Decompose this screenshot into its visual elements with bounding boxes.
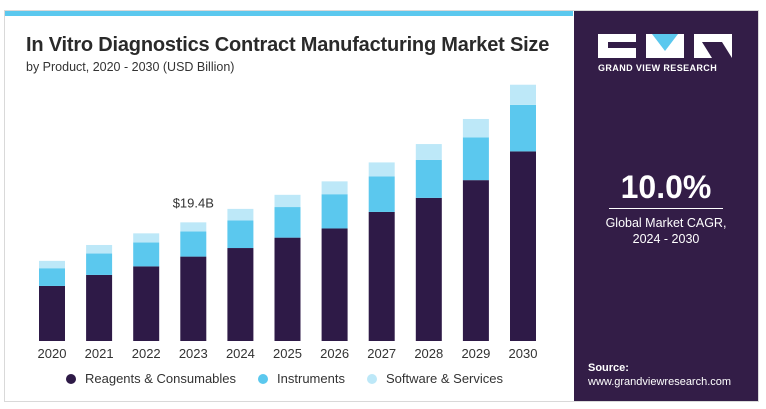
bar-2026-series-1 [321, 194, 348, 229]
grand-view-research-logo-icon [598, 34, 732, 58]
chart-subtitle: by Product, 2020 - 2030 (USD Billion) [26, 60, 235, 74]
x-tick-label: 2025 [273, 346, 302, 361]
x-tick-label: 2020 [38, 346, 67, 361]
x-tick-label: 2029 [461, 346, 490, 361]
bar-2030-series-2 [510, 84, 536, 105]
bar-2030-series-0 [510, 151, 536, 341]
accent-bar [5, 11, 573, 16]
bar-2025-series-0 [274, 237, 301, 341]
source-url: www.grandviewresearch.com [588, 376, 732, 388]
bar-2030-series-1 [510, 104, 536, 152]
bar-2020-series-1 [39, 268, 65, 286]
bar-2020-series-0 [39, 285, 65, 341]
legend-label-reagents: Reagents & Consumables [85, 371, 237, 386]
bar-2023-series-0 [180, 256, 207, 341]
cagr-value: 10.0% [620, 169, 712, 205]
bar-2023-series-1 [180, 231, 207, 257]
bar-2029-series-2 [462, 118, 489, 138]
legend-item-software: Software & Services [366, 371, 503, 386]
bar-2029-series-1 [462, 137, 489, 181]
data-label-2023: $19.4B [173, 195, 214, 210]
bar-2029-series-0 [462, 180, 489, 341]
x-tick-label: 2022 [132, 346, 161, 361]
x-tick-label: 2023 [179, 346, 208, 361]
brand-name: GRAND VIEW RESEARCH [598, 63, 718, 73]
chart-title: In Vitro Diagnostics Contract Manufactur… [26, 34, 550, 56]
bar-2026-series-0 [321, 228, 348, 341]
legend-swatch-software [366, 373, 377, 384]
brand-panel: GRAND VIEW RESEARCH 10.0% Global Market … [574, 11, 758, 401]
x-tick-label: 2030 [509, 346, 538, 361]
bar-2024-series-1 [227, 220, 254, 249]
bar-2024-series-0 [227, 248, 254, 341]
x-tick-label: 2027 [367, 346, 396, 361]
cagr-label-line2: 2024 - 2030 [632, 232, 700, 246]
bar-2028-series-0 [415, 197, 442, 341]
bar-2021-series-2 [86, 244, 113, 254]
legend-swatch-instruments [258, 373, 269, 384]
bar-2021-series-1 [86, 253, 113, 275]
x-tick-label: 2021 [85, 346, 114, 361]
cagr-divider [609, 208, 723, 209]
bar-2027-series-2 [368, 162, 395, 177]
bar-2022-series-2 [133, 233, 160, 243]
brand-logo: GRAND VIEW RESEARCH [598, 33, 734, 73]
cagr-label: Global Market CAGR, 2024 - 2030 [574, 215, 758, 247]
bar-2025-series-1 [274, 207, 301, 238]
bar-2024-series-2 [227, 208, 254, 221]
x-tick-label: 2026 [320, 346, 349, 361]
bar-2022-series-1 [133, 242, 160, 267]
source-note: Source: www.grandviewresearch.com [588, 361, 731, 389]
bar-2028-series-2 [415, 144, 442, 160]
x-tick-label: 2028 [414, 346, 443, 361]
bar-2028-series-1 [415, 159, 442, 198]
bar-2022-series-0 [133, 266, 160, 341]
bar-2027-series-0 [368, 211, 395, 341]
bar-2020-series-2 [39, 260, 65, 269]
bar-2026-series-2 [321, 181, 348, 195]
legend-label-instruments: Instruments [277, 371, 345, 386]
bar-chart: 2020 2021 2022 2023 2024 2025 2026 2027 2028 2029… [38, 84, 538, 361]
bar-2025-series-2 [274, 194, 301, 208]
cagr-label-line1: Global Market CAGR, [605, 216, 727, 230]
legend-item-instruments: Instruments [258, 371, 345, 386]
bar-2023-series-2 [180, 222, 207, 232]
legend-item-reagents: Reagents & Consumables [66, 371, 236, 386]
legend-label-software: Software & Services [385, 371, 503, 386]
chart-legend: Reagents & Consumables Instruments Softw… [66, 371, 525, 386]
source-heading: Source: [588, 362, 629, 374]
bar-2021-series-0 [86, 274, 113, 341]
x-tick-label: 2024 [226, 346, 255, 361]
legend-swatch-reagents [66, 373, 76, 384]
bar-2027-series-1 [368, 176, 395, 212]
